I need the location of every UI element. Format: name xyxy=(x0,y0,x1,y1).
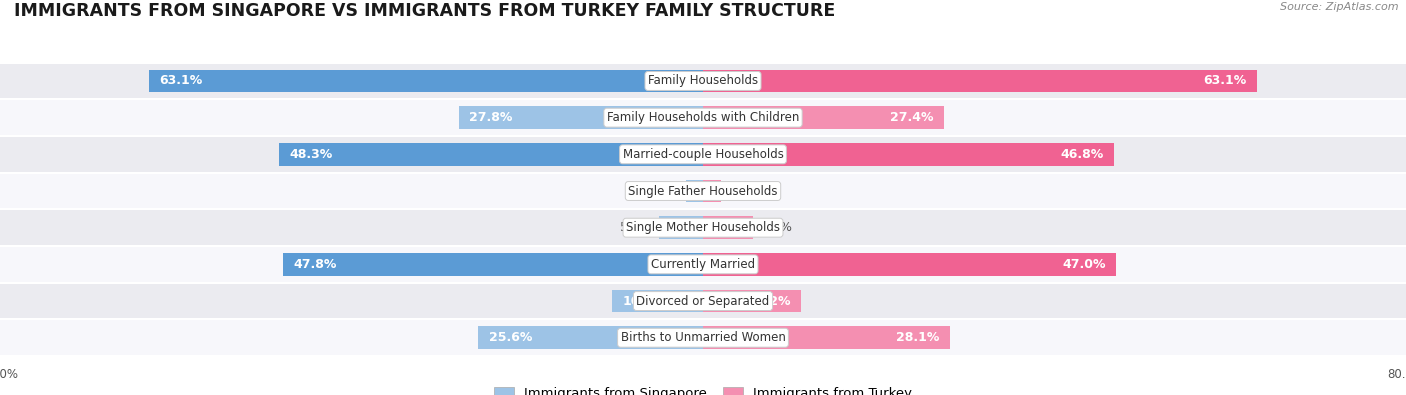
Text: 27.8%: 27.8% xyxy=(470,111,513,124)
Text: Single Father Households: Single Father Households xyxy=(628,184,778,198)
Bar xyxy=(0,99,1406,136)
Bar xyxy=(0,209,1406,246)
Text: 48.3%: 48.3% xyxy=(290,148,332,161)
Bar xyxy=(703,290,801,312)
Text: Single Mother Households: Single Mother Households xyxy=(626,221,780,234)
Bar xyxy=(0,320,1406,356)
Bar xyxy=(703,106,943,129)
Bar xyxy=(0,246,1406,283)
Text: 27.4%: 27.4% xyxy=(890,111,934,124)
Bar xyxy=(703,180,721,202)
Bar xyxy=(0,63,1406,99)
Bar xyxy=(149,70,703,92)
Bar xyxy=(703,253,1116,276)
Bar xyxy=(283,253,703,276)
Text: Family Households with Children: Family Households with Children xyxy=(607,111,799,124)
Text: 28.1%: 28.1% xyxy=(896,331,939,344)
Text: Married-couple Households: Married-couple Households xyxy=(623,148,783,161)
Bar xyxy=(613,290,703,312)
Text: 1.9%: 1.9% xyxy=(648,184,679,198)
Text: Source: ZipAtlas.com: Source: ZipAtlas.com xyxy=(1281,2,1399,12)
Text: Divorced or Separated: Divorced or Separated xyxy=(637,295,769,308)
Bar xyxy=(703,70,1257,92)
Text: 10.3%: 10.3% xyxy=(623,295,666,308)
Text: 63.1%: 63.1% xyxy=(159,75,202,87)
Bar xyxy=(0,283,1406,320)
Text: 2.0%: 2.0% xyxy=(728,184,759,198)
Text: Currently Married: Currently Married xyxy=(651,258,755,271)
Bar xyxy=(686,180,703,202)
Text: 5.7%: 5.7% xyxy=(761,221,792,234)
Text: IMMIGRANTS FROM SINGAPORE VS IMMIGRANTS FROM TURKEY FAMILY STRUCTURE: IMMIGRANTS FROM SINGAPORE VS IMMIGRANTS … xyxy=(14,2,835,20)
Bar xyxy=(703,216,754,239)
Bar xyxy=(659,216,703,239)
Bar xyxy=(703,143,1114,166)
Text: 5.0%: 5.0% xyxy=(620,221,652,234)
Text: Family Households: Family Households xyxy=(648,75,758,87)
Text: 47.8%: 47.8% xyxy=(294,258,337,271)
Text: 47.0%: 47.0% xyxy=(1062,258,1105,271)
Text: 63.1%: 63.1% xyxy=(1204,75,1247,87)
Text: 25.6%: 25.6% xyxy=(489,331,531,344)
Bar xyxy=(278,143,703,166)
Text: 46.8%: 46.8% xyxy=(1060,148,1104,161)
Bar xyxy=(478,326,703,349)
Legend: Immigrants from Singapore, Immigrants from Turkey: Immigrants from Singapore, Immigrants fr… xyxy=(494,387,912,395)
Bar xyxy=(458,106,703,129)
Text: Births to Unmarried Women: Births to Unmarried Women xyxy=(620,331,786,344)
Bar xyxy=(0,173,1406,209)
Text: 11.2%: 11.2% xyxy=(748,295,790,308)
Bar xyxy=(703,326,950,349)
Bar xyxy=(0,136,1406,173)
